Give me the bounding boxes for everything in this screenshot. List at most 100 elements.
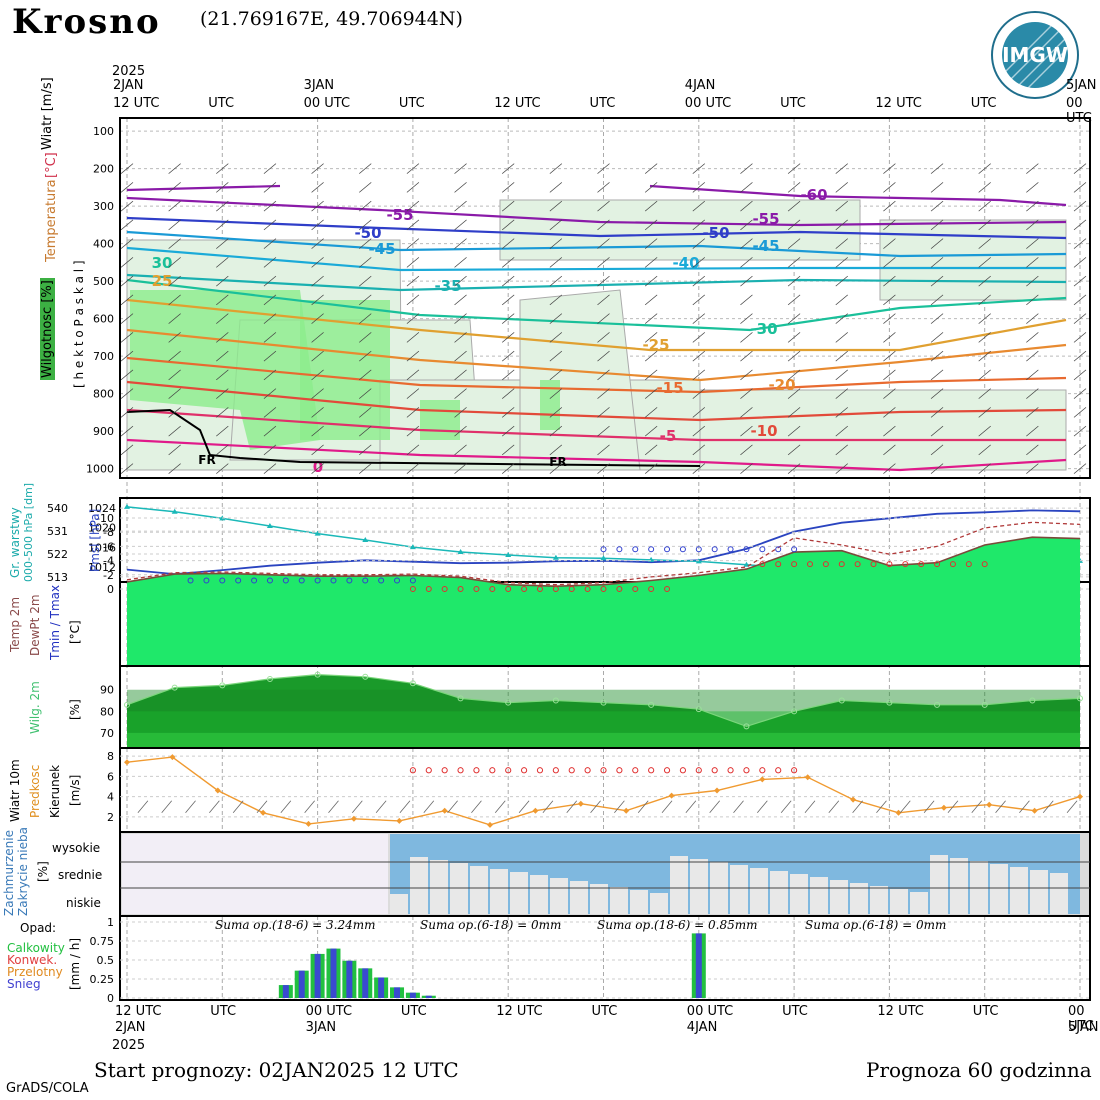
wind-barb — [168, 407, 181, 418]
wind-barb — [501, 369, 515, 381]
precip-sum-label: Suma op.(6-18) = 0mm — [420, 918, 562, 932]
wind-gust-marker — [791, 767, 798, 774]
wind-direction-barb — [757, 800, 768, 813]
wind-barb — [930, 219, 944, 231]
wind-direction-barb — [995, 800, 1006, 813]
wind-direction-barb — [685, 800, 697, 813]
rh2m-point — [743, 723, 750, 730]
wind-gust-marker — [759, 767, 766, 774]
wind-barb — [787, 238, 801, 249]
wind-barb — [216, 369, 229, 381]
wind-barb — [597, 200, 610, 212]
isotherm-line — [126, 273, 1067, 292]
wind-barb — [1073, 407, 1087, 418]
pmsl-label: Pmsl [hPa] — [88, 508, 102, 572]
wind-gust-marker — [632, 767, 639, 774]
isotherm-label: 0 — [313, 458, 323, 476]
isotherm-line — [126, 278, 1067, 332]
cloud-bar — [610, 887, 628, 914]
pressure-tick-label: 600 — [93, 313, 114, 326]
wind-barb — [120, 200, 134, 212]
wind-barb — [644, 350, 658, 362]
wind-barb — [549, 369, 563, 381]
rh2m-point — [1029, 697, 1036, 704]
wind-barb — [644, 425, 658, 437]
wind-barb — [454, 463, 467, 474]
wind-barb — [1073, 219, 1087, 231]
wind-barb — [740, 219, 753, 231]
speed-label: Predkosc — [28, 764, 42, 818]
wind-barb — [311, 369, 324, 381]
upper-panel-frame — [119, 117, 1091, 479]
wind-direction-barb — [971, 800, 983, 813]
tmin-marker — [409, 577, 416, 584]
wind-barb — [454, 425, 467, 437]
wind-barb — [549, 294, 563, 306]
wind-direction-barb — [566, 800, 578, 813]
rh2m-point — [695, 706, 702, 713]
wind-direction-barb — [637, 800, 649, 813]
pressure-tick-label: 900 — [93, 425, 114, 438]
wind-direction-barb — [780, 800, 792, 813]
tmin-marker — [616, 546, 623, 553]
bottom-time-tick: 00 UTC — [1068, 1004, 1094, 1034]
wind-gust-marker — [648, 767, 655, 774]
wind-direction-barb — [304, 800, 315, 813]
wind-barb — [120, 388, 134, 399]
rh2m-point — [362, 673, 369, 680]
isotherm-line — [126, 356, 1067, 394]
wind-gust-marker — [425, 767, 432, 774]
cloud-area-bg — [122, 834, 388, 914]
isotherm-label: 30 — [152, 254, 173, 272]
wind-barb — [216, 257, 229, 268]
isotherm-label: -50 — [702, 224, 729, 242]
wind-tick-label: 6 — [107, 770, 114, 783]
wind-barb — [1026, 350, 1039, 362]
wind-barb — [835, 388, 849, 399]
tmin-marker — [711, 546, 718, 553]
wind-barb — [597, 294, 610, 306]
tmin-marker — [251, 577, 258, 584]
wind-barb — [644, 388, 658, 399]
wind-barb — [644, 294, 658, 306]
wind-barb — [597, 332, 610, 343]
humidity-region — [519, 289, 641, 471]
cloud-bar — [770, 871, 788, 914]
bottom-year: 2025 — [112, 1038, 146, 1053]
pressure-label: [ h e k t o P a s k a l ] — [72, 260, 86, 388]
wind-barb — [501, 350, 515, 362]
cloud-bar — [750, 868, 768, 914]
wind-barb — [168, 350, 181, 362]
pmsl-tick-label: 1016 — [88, 541, 116, 554]
humidity-region — [879, 219, 1067, 301]
wind-barb — [263, 425, 277, 437]
wind-barb — [358, 388, 372, 399]
wind-barb — [358, 257, 372, 268]
wind-barb — [883, 369, 896, 381]
wind-barb — [549, 275, 563, 287]
wind-direction-barb — [209, 800, 220, 813]
wind-barb — [501, 425, 515, 437]
wind-barb — [263, 350, 277, 362]
wind-barb — [311, 407, 324, 418]
tmin-marker — [648, 546, 655, 553]
wind-barb — [549, 163, 563, 174]
rh2m-point — [314, 671, 321, 678]
wind-barb — [740, 182, 753, 193]
pressure-tick-label: 100 — [93, 125, 114, 138]
wind-direction-barb — [614, 800, 625, 813]
tmax-marker — [822, 561, 829, 568]
wind-barb — [263, 463, 277, 474]
bottom-time-tick: 12 UTC — [115, 1004, 162, 1019]
wind-speed-point — [124, 759, 130, 766]
tmax-marker — [600, 586, 607, 592]
wind-barb — [358, 238, 372, 249]
top-date-label: 4JAN — [684, 78, 716, 93]
rh2m-point — [266, 675, 273, 682]
wind-barb — [406, 182, 420, 193]
wind-gust-marker — [663, 767, 671, 774]
rh-tick-label: 90 — [100, 684, 114, 697]
wind-barb — [454, 332, 467, 343]
wind-barb — [644, 182, 658, 193]
wind-barb — [549, 332, 563, 343]
